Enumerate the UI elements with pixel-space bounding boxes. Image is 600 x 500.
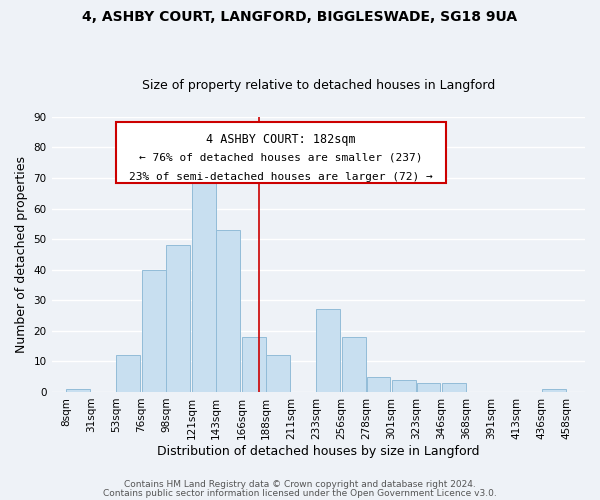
Bar <box>116 356 140 392</box>
Bar <box>542 389 566 392</box>
Bar <box>67 389 90 392</box>
Text: Contains HM Land Registry data © Crown copyright and database right 2024.: Contains HM Land Registry data © Crown c… <box>124 480 476 489</box>
Text: ← 76% of detached houses are smaller (237): ← 76% of detached houses are smaller (23… <box>139 152 422 162</box>
Title: Size of property relative to detached houses in Langford: Size of property relative to detached ho… <box>142 79 495 92</box>
Bar <box>442 383 466 392</box>
Text: 23% of semi-detached houses are larger (72) →: 23% of semi-detached houses are larger (… <box>129 172 433 182</box>
Bar <box>166 245 190 392</box>
X-axis label: Distribution of detached houses by size in Langford: Distribution of detached houses by size … <box>157 444 479 458</box>
Y-axis label: Number of detached properties: Number of detached properties <box>15 156 28 353</box>
Bar <box>416 383 440 392</box>
FancyBboxPatch shape <box>116 122 446 183</box>
Bar <box>192 178 215 392</box>
Bar <box>316 310 340 392</box>
Bar <box>342 337 365 392</box>
Text: 4 ASHBY COURT: 182sqm: 4 ASHBY COURT: 182sqm <box>206 134 356 146</box>
Text: Contains public sector information licensed under the Open Government Licence v3: Contains public sector information licen… <box>103 488 497 498</box>
Bar <box>266 356 290 392</box>
Bar <box>217 230 240 392</box>
Bar <box>392 380 416 392</box>
Bar <box>367 376 390 392</box>
Bar <box>142 270 166 392</box>
Text: 4, ASHBY COURT, LANGFORD, BIGGLESWADE, SG18 9UA: 4, ASHBY COURT, LANGFORD, BIGGLESWADE, S… <box>82 10 518 24</box>
Bar <box>242 337 266 392</box>
